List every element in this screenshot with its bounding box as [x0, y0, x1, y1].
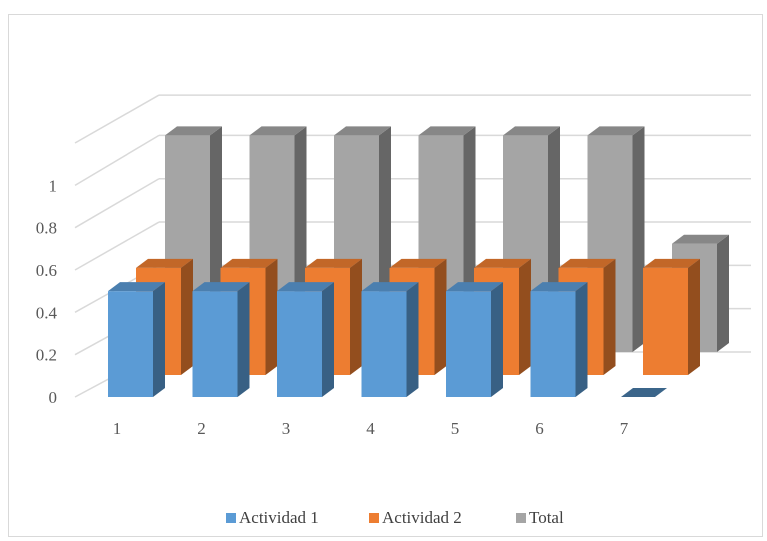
- x-tick-label: 4: [366, 419, 375, 438]
- x-tick-label: 7: [620, 419, 629, 438]
- legend-label: Actividad 2: [382, 508, 462, 527]
- legend-label: Actividad 1: [239, 508, 319, 527]
- legend: Actividad 1 Actividad 2 Total: [226, 508, 564, 527]
- bar-actividad-1-3: [277, 282, 334, 397]
- side-wall-gridline: [74, 134, 160, 186]
- bar-actividad-1-7: [621, 388, 667, 397]
- bar-actividad-1-4: [361, 282, 419, 397]
- legend-swatch: [226, 513, 236, 523]
- y-tick-label: 0.4: [36, 303, 58, 322]
- bar-actividad-1-6: [530, 282, 588, 397]
- y-tick-label: 0: [49, 388, 58, 407]
- bar-actividad-2-7: [643, 258, 700, 375]
- legend-swatch: [369, 513, 379, 523]
- chart-bars: [108, 126, 729, 397]
- y-tick-label: 0.2: [36, 346, 57, 365]
- y-tick-label: 1: [49, 176, 58, 195]
- legend-swatch: [516, 513, 526, 523]
- bar-actividad-1-1: [108, 282, 165, 397]
- y-axis-ticks: 0 0.2 0.4 0.6 0.8 1: [36, 176, 58, 407]
- legend-label: Total: [529, 508, 564, 527]
- x-tick-label: 2: [197, 419, 206, 438]
- y-tick-label: 0.8: [36, 219, 57, 238]
- x-tick-label: 3: [282, 419, 291, 438]
- x-axis-ticks: 1 2 3 4 5 6 7: [113, 419, 629, 438]
- x-tick-label: 5: [451, 419, 460, 438]
- side-wall-gridline: [74, 221, 160, 271]
- x-tick-label: 1: [113, 419, 122, 438]
- bar-actividad-1-5: [446, 282, 503, 397]
- x-tick-label: 6: [535, 419, 544, 438]
- bar-actividad-1-2: [192, 282, 250, 397]
- side-wall-gridline: [74, 94, 160, 144]
- side-wall-gridline: [74, 178, 160, 229]
- y-tick-label: 0.6: [36, 261, 57, 280]
